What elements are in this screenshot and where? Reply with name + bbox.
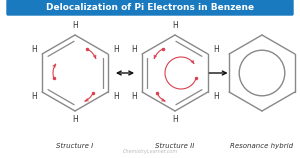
- Text: H: H: [32, 92, 37, 101]
- Text: Structure I: Structure I: [56, 143, 94, 149]
- Text: H: H: [32, 45, 37, 54]
- Text: H: H: [113, 92, 118, 101]
- Text: H: H: [131, 92, 137, 101]
- Text: Delocalization of Pi Electrons in Benzene: Delocalization of Pi Electrons in Benzen…: [46, 3, 254, 12]
- Text: H: H: [72, 21, 78, 30]
- Text: H: H: [172, 21, 178, 30]
- FancyBboxPatch shape: [7, 0, 293, 15]
- Text: Structure II: Structure II: [155, 143, 195, 149]
- Text: H: H: [172, 115, 178, 125]
- Text: H: H: [113, 45, 118, 54]
- Text: H: H: [213, 45, 219, 54]
- Text: ChemistryLearner.com: ChemistryLearner.com: [122, 149, 178, 154]
- Text: H: H: [213, 92, 219, 101]
- Text: H: H: [72, 115, 78, 125]
- Text: H: H: [131, 45, 137, 54]
- Text: Resonance hybrid: Resonance hybrid: [230, 143, 294, 149]
